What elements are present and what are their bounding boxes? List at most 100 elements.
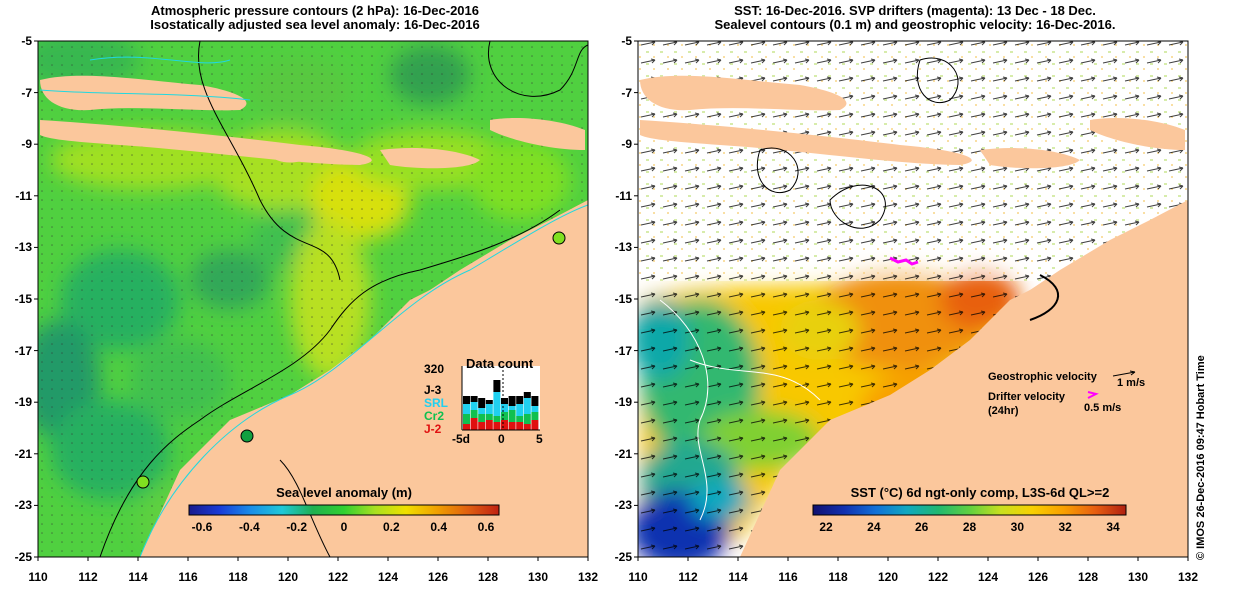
sla-colorbar-title: Sea level anomaly (m) xyxy=(276,485,412,500)
y-tick-label: -25 xyxy=(614,550,632,564)
histogram-bar xyxy=(508,396,516,406)
x-tick-label: 126 xyxy=(1027,570,1049,584)
histogram-bar xyxy=(523,424,531,430)
histogram-bar xyxy=(516,422,524,430)
x-tick-label: 130 xyxy=(1127,570,1149,584)
colorbar-tick-label: 0 xyxy=(340,520,348,534)
colorbar-tick-label: 0.4 xyxy=(430,520,447,534)
x-tick-label: 132 xyxy=(577,570,599,584)
sst-colorbar-title: SST (°C) 6d ngt-only comp, L3S-6d QL>=2 xyxy=(850,485,1110,500)
x-tick-label: 132 xyxy=(1177,570,1199,584)
y-tick-label: -9 xyxy=(21,137,32,152)
histogram-x-label: -5d xyxy=(452,432,470,446)
y-tick-label: -21 xyxy=(14,446,32,461)
histogram-bar xyxy=(523,392,531,398)
histogram-bar xyxy=(485,404,493,414)
y-tick-label: -9 xyxy=(621,137,632,152)
x-tick-label: 116 xyxy=(178,570,198,584)
geostrophic-arrow-icon xyxy=(1112,370,1136,377)
mission-label: Cr2 xyxy=(424,409,445,423)
y-tick-label: -5 xyxy=(621,34,632,48)
data-count-title: Data count xyxy=(466,356,534,371)
colorbar-tick-label: 22 xyxy=(819,520,833,534)
right-title-line1: SST: 16-Dec-2016. SVP drifters (magenta)… xyxy=(734,3,1096,18)
y-tick-label: -15 xyxy=(14,292,32,306)
x-tick-label: 110 xyxy=(28,570,48,584)
x-tick-label: 120 xyxy=(277,570,299,584)
histogram-bar xyxy=(478,398,486,408)
histogram-bar xyxy=(501,404,508,412)
mission-label: SRL xyxy=(424,396,448,410)
y-tick-label: -23 xyxy=(14,498,32,513)
histogram-bar xyxy=(508,406,516,410)
x-tick-label: 118 xyxy=(228,570,248,584)
histogram-bar xyxy=(516,416,524,422)
histogram-bar xyxy=(463,396,470,404)
x-tick-label: 110 xyxy=(628,570,648,584)
histogram-bar xyxy=(470,396,478,402)
colorbar-tick-label: 24 xyxy=(867,520,881,534)
colorbar-tick-label: 34 xyxy=(1106,520,1120,534)
y-tick-label: -17 xyxy=(614,343,632,358)
y-tick-label: -19 xyxy=(614,395,632,410)
histogram-bar xyxy=(478,414,486,422)
x-tick-label: 114 xyxy=(128,570,148,584)
colorbar-tick-label: -0.4 xyxy=(238,520,260,534)
left-title: Atmospheric pressure contours (2 hPa): 1… xyxy=(40,4,590,32)
drifter-arrow-icon xyxy=(1087,391,1099,399)
y-tick-label: -15 xyxy=(614,292,632,306)
geostrophic-velocity-label: Geostrophic velocity xyxy=(988,371,1097,383)
histogram-bar xyxy=(531,406,539,412)
histogram-bar xyxy=(485,400,493,404)
x-tick-label: 128 xyxy=(1077,570,1099,584)
drifter-scale-label: 0.5 m/s xyxy=(1084,402,1122,414)
data-count-max: 320 xyxy=(424,362,445,376)
y-tick-label: -13 xyxy=(14,240,32,255)
right-title-line2: Sealevel contours (0.1 m) and geostrophi… xyxy=(714,17,1116,32)
histogram-bar xyxy=(478,422,486,430)
y-tick-label: -25 xyxy=(14,550,32,564)
histogram-bar xyxy=(501,398,508,404)
histogram-bar xyxy=(508,422,516,430)
histogram-bar xyxy=(531,412,539,420)
histogram-bar xyxy=(493,380,501,392)
colorbar-tick-label: 32 xyxy=(1058,520,1072,534)
histogram-bar xyxy=(470,418,478,430)
histogram-bar xyxy=(531,396,539,406)
imos-credit: © IMOS 26-Dec-2016 09:47 Hobart Time xyxy=(1195,355,1207,560)
y-tick-label: -7 xyxy=(21,85,32,100)
histogram-bar xyxy=(493,422,501,430)
data-count-histogram xyxy=(461,366,540,431)
histogram-bar xyxy=(470,402,478,410)
y-tick-label: -13 xyxy=(614,240,632,255)
histogram-bar xyxy=(523,398,531,414)
colorbar-tick-label: 26 xyxy=(914,520,929,534)
histogram-bar xyxy=(508,410,516,422)
histogram-bar xyxy=(463,414,470,424)
histogram-bar xyxy=(493,416,501,422)
left-title-line1: Atmospheric pressure contours (2 hPa): 1… xyxy=(151,3,479,18)
sst-colorbar xyxy=(812,504,1127,516)
y-tick-label: -5 xyxy=(21,34,32,48)
y-tick-label: -21 xyxy=(614,446,632,461)
histogram-bar xyxy=(485,420,493,430)
y-tick-label: -7 xyxy=(621,85,632,100)
geostrophic-scale-label: 1 m/s xyxy=(1117,377,1146,389)
histogram-bar xyxy=(463,404,470,414)
histogram-bar xyxy=(501,420,508,430)
y-tick-label: -19 xyxy=(14,395,32,410)
right-title: SST: 16-Dec-2016. SVP drifters (magenta)… xyxy=(640,4,1190,32)
drifter-velocity-label: Drifter velocity xyxy=(988,391,1066,403)
x-tick-label: 124 xyxy=(377,570,399,584)
x-tick-label: 124 xyxy=(977,570,999,584)
x-tick-label: 114 xyxy=(728,570,748,584)
y-tick-label: -11 xyxy=(15,188,32,203)
x-tick-label: 130 xyxy=(527,570,549,584)
mission-label: J-3 xyxy=(424,383,442,397)
x-tick-label: 112 xyxy=(78,570,98,584)
histogram-bar xyxy=(523,414,531,424)
x-tick-label: 122 xyxy=(927,570,949,584)
x-tick-label: 116 xyxy=(778,570,798,584)
x-tick-label: 118 xyxy=(828,570,848,584)
colorbar-tick-label: 30 xyxy=(1010,520,1024,534)
